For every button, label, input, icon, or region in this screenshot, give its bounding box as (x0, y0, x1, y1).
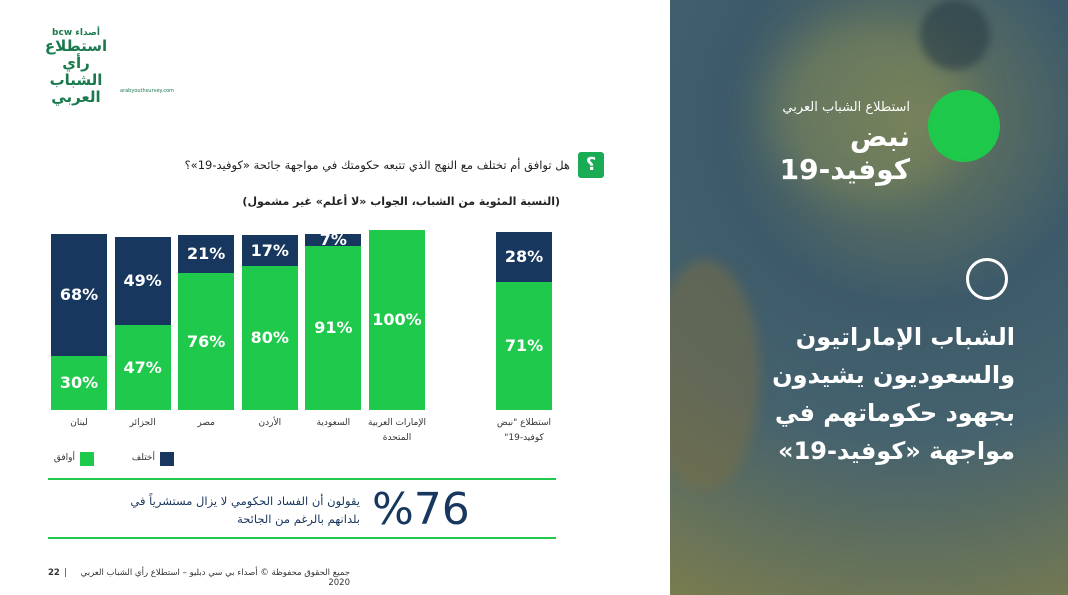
x-tick-label: مصر (197, 418, 215, 428)
value-label: 28% (504, 247, 544, 266)
bar-segment (51, 356, 107, 410)
bar-segment (178, 235, 235, 274)
value-label: 17% (250, 240, 289, 260)
icon (928, 90, 1000, 162)
value-label: 47% (123, 357, 162, 377)
panel-title: نبض كوفيد-19 (779, 120, 910, 186)
bar-segment (305, 233, 362, 247)
value-label: 68% (59, 284, 99, 304)
bar-segment (114, 237, 171, 326)
value-label: 30% (59, 373, 99, 392)
bar-segment (496, 282, 552, 410)
side-panel: استطلاع الشباب العربي نبض كوفيد-19 الشبا… (670, 0, 1068, 595)
legend-swatch (80, 452, 94, 466)
x-tick-label: الأردن (258, 418, 282, 428)
x-tick-label: السعودية (316, 418, 351, 428)
x-tick-label: الإمارات العربية المتحدة (368, 418, 426, 443)
value-label: 76% (187, 331, 226, 351)
logo-url: arabyouthsurvey.com (120, 88, 175, 94)
value-label: 71% (504, 336, 544, 356)
search-icon (966, 258, 1008, 300)
subtitle: (النسبة المئوية من الشباب، الجواب «لا أع… (242, 195, 560, 208)
divider (48, 537, 556, 539)
bar-segment (305, 246, 362, 410)
legend-label: أوافق (53, 453, 75, 463)
panel-kicker: استطلاع الشباب العربي (782, 100, 910, 115)
separator: | (64, 568, 67, 578)
virus-image (670, 260, 760, 490)
x-tick-label: استطلاع "نبض كوفيد-19" (496, 418, 552, 443)
value-label: 7% (319, 229, 347, 249)
value-label: 100% (372, 310, 422, 329)
x-tick-label: لبنان (70, 418, 88, 428)
stat-value: %76 (372, 484, 470, 535)
divider (48, 478, 556, 480)
bar-segment (241, 266, 298, 410)
logo: أصداء bcw استطلاع رأي الشباب العربي (40, 28, 112, 106)
stat-text: يقولون أن الفساد الحكومي لا يزال مستشريا… (130, 494, 360, 526)
bar-segment (369, 230, 425, 410)
panel-headline: الشباب الإماراتيون والسعوديون يشيدون بجه… (772, 323, 1015, 465)
chart: 30% 68% لبنان 47% 49% الجزائر 76% 21% مصر 80% 17% ا… (51, 229, 552, 466)
value-label: 49% (123, 271, 162, 291)
bar-segment (51, 233, 107, 356)
page-number: 22 (48, 568, 60, 578)
footer-copyright: جميع الحقوق محفوظة © أصداء بي سي دبليو –… (80, 568, 350, 588)
logo-title: استطلاع رأي الشباب العربي (44, 37, 108, 106)
question-icon: ؟ (578, 152, 604, 178)
value-label: 91% (314, 318, 353, 338)
value-label: 80% (250, 328, 289, 347)
value-label: 21% (187, 244, 226, 264)
bar-segment (496, 231, 552, 283)
question: هل توافق أم تختلف مع النهج الذي تتبعه حك… (184, 158, 570, 172)
virus-image (920, 0, 990, 70)
bar-segment (114, 325, 171, 410)
bar-segment (178, 273, 235, 410)
legend-swatch (160, 452, 174, 466)
bar-segment (241, 235, 298, 266)
logo-brand: أصداء bcw (52, 28, 100, 38)
legend-label: أختلف (131, 453, 155, 463)
x-tick-label: الجزائر (129, 418, 156, 428)
